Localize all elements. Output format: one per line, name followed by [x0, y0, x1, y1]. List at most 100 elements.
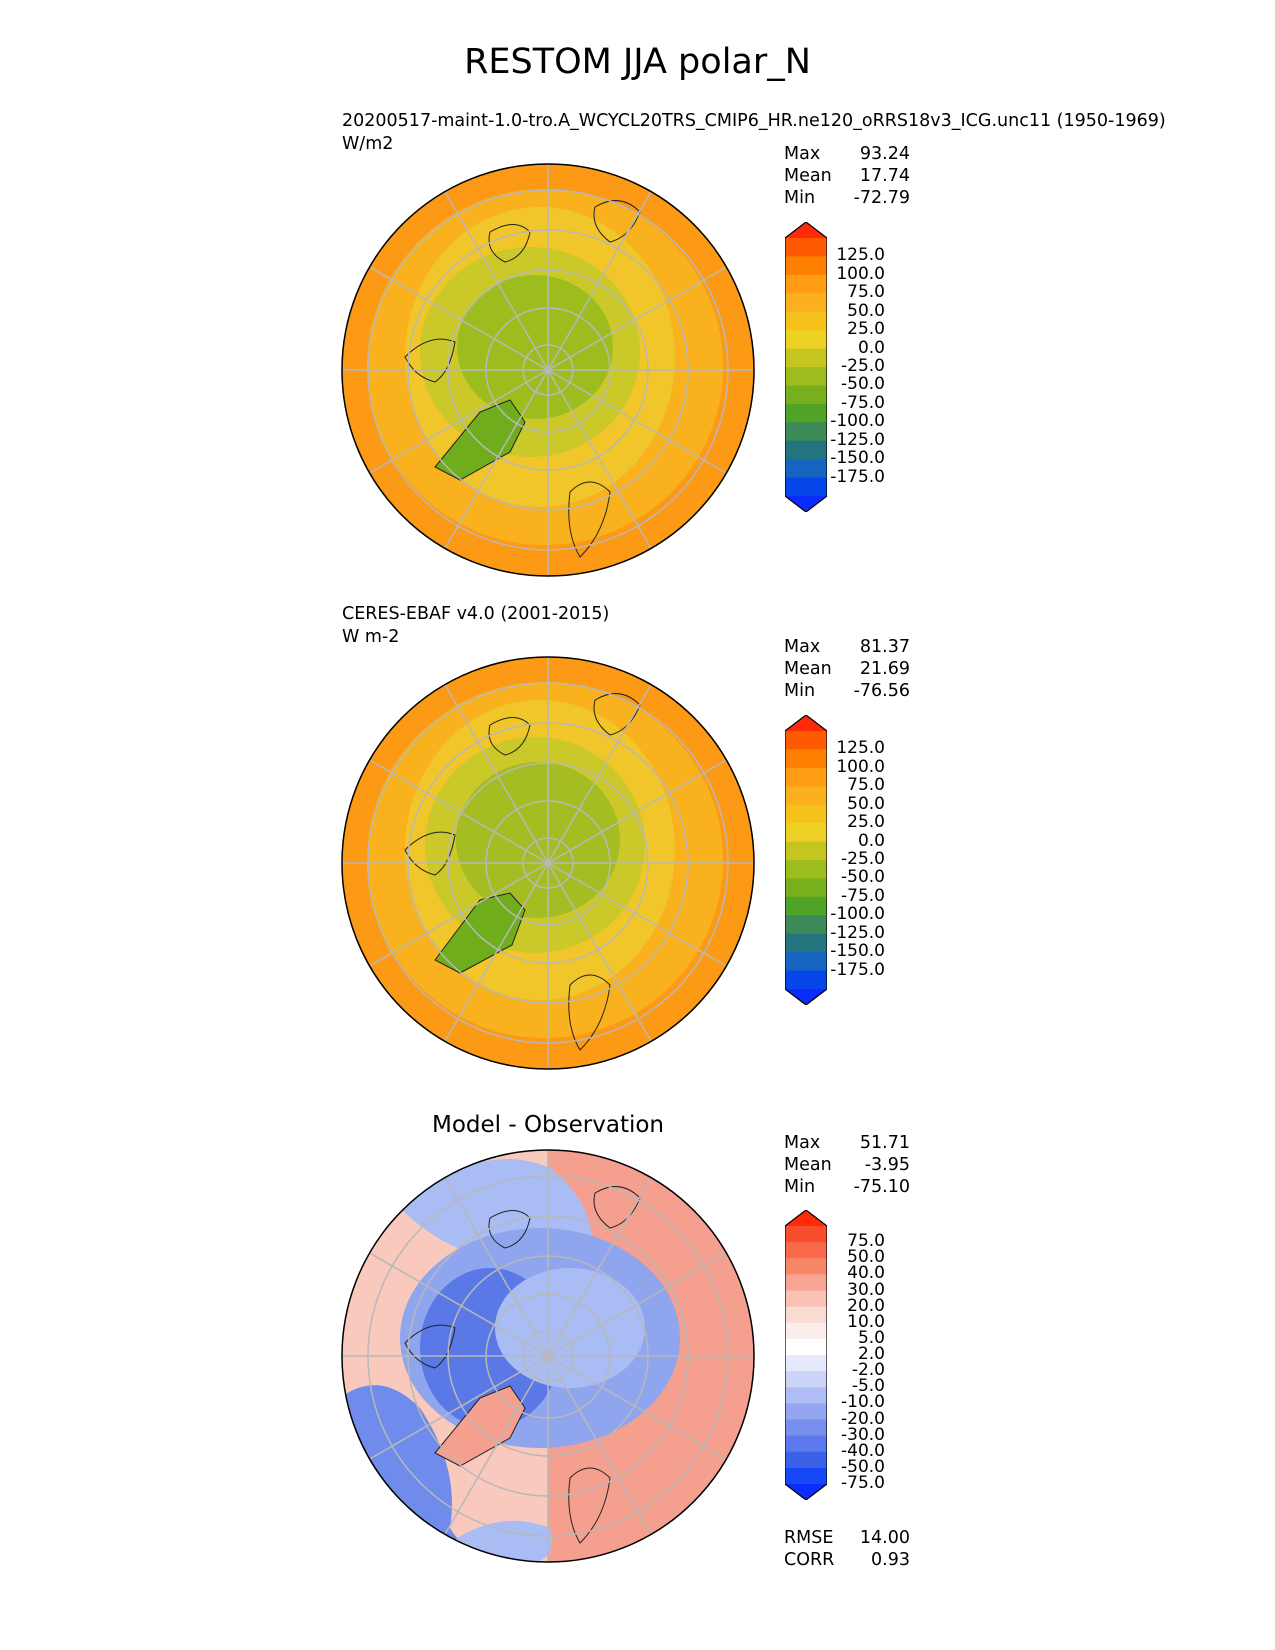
colorbar-band [785, 749, 827, 769]
colorbar-band [785, 274, 827, 294]
colorbar-tick-label: -175.0 [830, 959, 885, 980]
colorbar-tick-label: 2.0 [857, 1344, 885, 1364]
colorbar-tick-label: -150.0 [830, 448, 885, 469]
panel2-max-value: 81.37 [859, 637, 910, 657]
colorbar-graphic [785, 715, 827, 1005]
colorbar-tick-label: -125.0 [830, 429, 885, 450]
colorbar-band [785, 1338, 827, 1356]
colorbar-band [785, 459, 827, 479]
colorbar-tick-label: -20.0 [841, 1408, 885, 1429]
panel1-min-value: -72.79 [853, 188, 910, 208]
colorbar-band [785, 1387, 827, 1404]
colorbar-band [785, 1274, 827, 1291]
colorbar-tick-label: -50.0 [841, 867, 885, 888]
colorbar-tick-label: -50.0 [841, 374, 885, 395]
colorbar-tick-label: -100.0 [830, 411, 885, 432]
diff-title: Model - Observation [431, 1112, 665, 1138]
colorbar-band [785, 1306, 827, 1324]
colorbar-tick-label: -175.0 [830, 466, 885, 487]
colorbar-tick-label: -5.0 [851, 1376, 885, 1397]
colorbar-tick-label: -150.0 [830, 941, 885, 962]
colorbar-band [785, 1322, 827, 1340]
colorbar-band [785, 348, 827, 368]
panel1-colorbar: 125.0 100.0 75.0 50.0 25.0 0.0 -25.0 -50.0 -75.0… [785, 222, 885, 512]
panel1-greenland [434, 399, 526, 481]
colorbar-band [785, 477, 827, 497]
colorbar-extend-min [785, 496, 827, 512]
panel2-mean-value: 21.69 [859, 659, 910, 679]
panel1-mean-value: 17.74 [859, 166, 910, 186]
panel3-greenland [434, 1385, 526, 1467]
colorbar-tick-label: 50.0 [847, 300, 885, 321]
colorbar-tick-label: 25.0 [847, 319, 885, 340]
colorbar-band [785, 1290, 827, 1308]
colorbar-tick-label: 25.0 [847, 812, 885, 833]
panel2-subtitle: CERES-EBAF v4.0 (2001-2015) [342, 604, 610, 624]
colorbar-band [785, 970, 827, 990]
rmse-value: 14.00 [859, 1528, 910, 1548]
colorbar-band [785, 952, 827, 972]
colorbar-band [785, 823, 827, 843]
colorbar-band [785, 1242, 827, 1259]
colorbar-extend-min [785, 1484, 827, 1500]
colorbar-graphic [785, 1210, 827, 1500]
colorbar-tick-label: 125.0 [836, 245, 885, 266]
colorbar-tick-label: -30.0 [841, 1424, 885, 1445]
colorbar-band [785, 1371, 827, 1388]
colorbar-tick-label: 0.0 [857, 337, 885, 358]
panel1-subtitle: 20200517-maint-1.0-tro.A_WCYCL20TRS_CMIP… [342, 111, 1166, 131]
colorbar-band [785, 841, 827, 861]
colorbar-tick-label: -100.0 [830, 904, 885, 925]
colorbar-tick-label: -75.0 [841, 392, 885, 413]
colorbar-tick-label: 75.0 [847, 1231, 885, 1252]
colorbar-tick-label: 40.0 [847, 1263, 885, 1284]
colorbar-band [785, 256, 827, 276]
colorbar-tick-label: -40.0 [841, 1440, 885, 1461]
colorbar-band [785, 1226, 827, 1243]
colorbar-band [785, 1435, 827, 1453]
colorbar-tick-label: -75.0 [841, 1473, 885, 1493]
colorbar-band [785, 238, 827, 257]
colorbar-band [785, 1419, 827, 1437]
panel3-stats: Max 51.71 Mean -3.95 Min -75.10 [784, 1133, 910, 1197]
colorbar-band [785, 896, 827, 916]
colorbar-tick-label: 50.0 [847, 793, 885, 814]
colorbar-band [785, 878, 827, 898]
colorbar-band [785, 385, 827, 405]
colorbar-band [785, 860, 827, 879]
colorbar-band [785, 1258, 827, 1275]
colorbar-band [785, 422, 827, 442]
colorbar-band [785, 933, 827, 953]
panel2-units: W m-2 [342, 627, 400, 647]
colorbar-extend-min [785, 989, 827, 1005]
colorbar-tick-label: 75.0 [847, 775, 885, 796]
colorbar-band [785, 311, 827, 331]
colorbar-band [785, 367, 827, 386]
colorbar-tick-label: -2.0 [851, 1360, 885, 1381]
colorbar-tick-label: 100.0 [836, 263, 885, 284]
panel1-max-value: 93.24 [859, 144, 910, 164]
colorbar-extend-max [785, 222, 827, 238]
colorbar-band [785, 1451, 827, 1469]
colorbar-band [785, 403, 827, 423]
colorbar-extend-max [785, 1210, 827, 1226]
colorbar-tick-label: -75.0 [841, 885, 885, 906]
colorbar-band [785, 330, 827, 350]
panel2-greenland [434, 892, 526, 974]
figure-title: RESTOM JJA polar_N [464, 42, 811, 82]
colorbar-band [785, 767, 827, 787]
colorbar-tick-label: 75.0 [847, 282, 885, 303]
colorbar-tick-label: 0.0 [857, 830, 885, 851]
colorbar-band [785, 915, 827, 935]
colorbar-tick-label: 125.0 [836, 738, 885, 759]
panel1-units: W/m2 [342, 134, 394, 154]
panel1-polar-map [341, 163, 755, 577]
colorbar-band [785, 1403, 827, 1420]
colorbar-band [785, 804, 827, 824]
colorbar-band [785, 731, 827, 750]
colorbar-band [785, 786, 827, 806]
panel2-stats: Max 81.37 Mean 21.69 Min -76.56 [784, 637, 910, 701]
panel3-difference-map [341, 1149, 755, 1563]
panel2-colorbar: 125.0 100.0 75.0 50.0 25.0 0.0 -25.0 -50.0 -75.0… [785, 715, 885, 1005]
colorbar-tick-label: 10.0 [847, 1311, 885, 1332]
